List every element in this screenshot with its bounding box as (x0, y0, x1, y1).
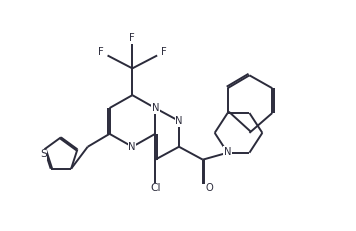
Text: F: F (161, 48, 167, 58)
Text: Cl: Cl (150, 183, 161, 193)
Text: N: N (175, 116, 183, 126)
Text: O: O (206, 183, 214, 193)
Text: N: N (224, 147, 231, 157)
Text: F: F (130, 33, 135, 43)
Text: S: S (40, 149, 47, 159)
Text: F: F (98, 48, 104, 58)
Text: N: N (152, 103, 159, 113)
Text: N: N (128, 142, 136, 152)
